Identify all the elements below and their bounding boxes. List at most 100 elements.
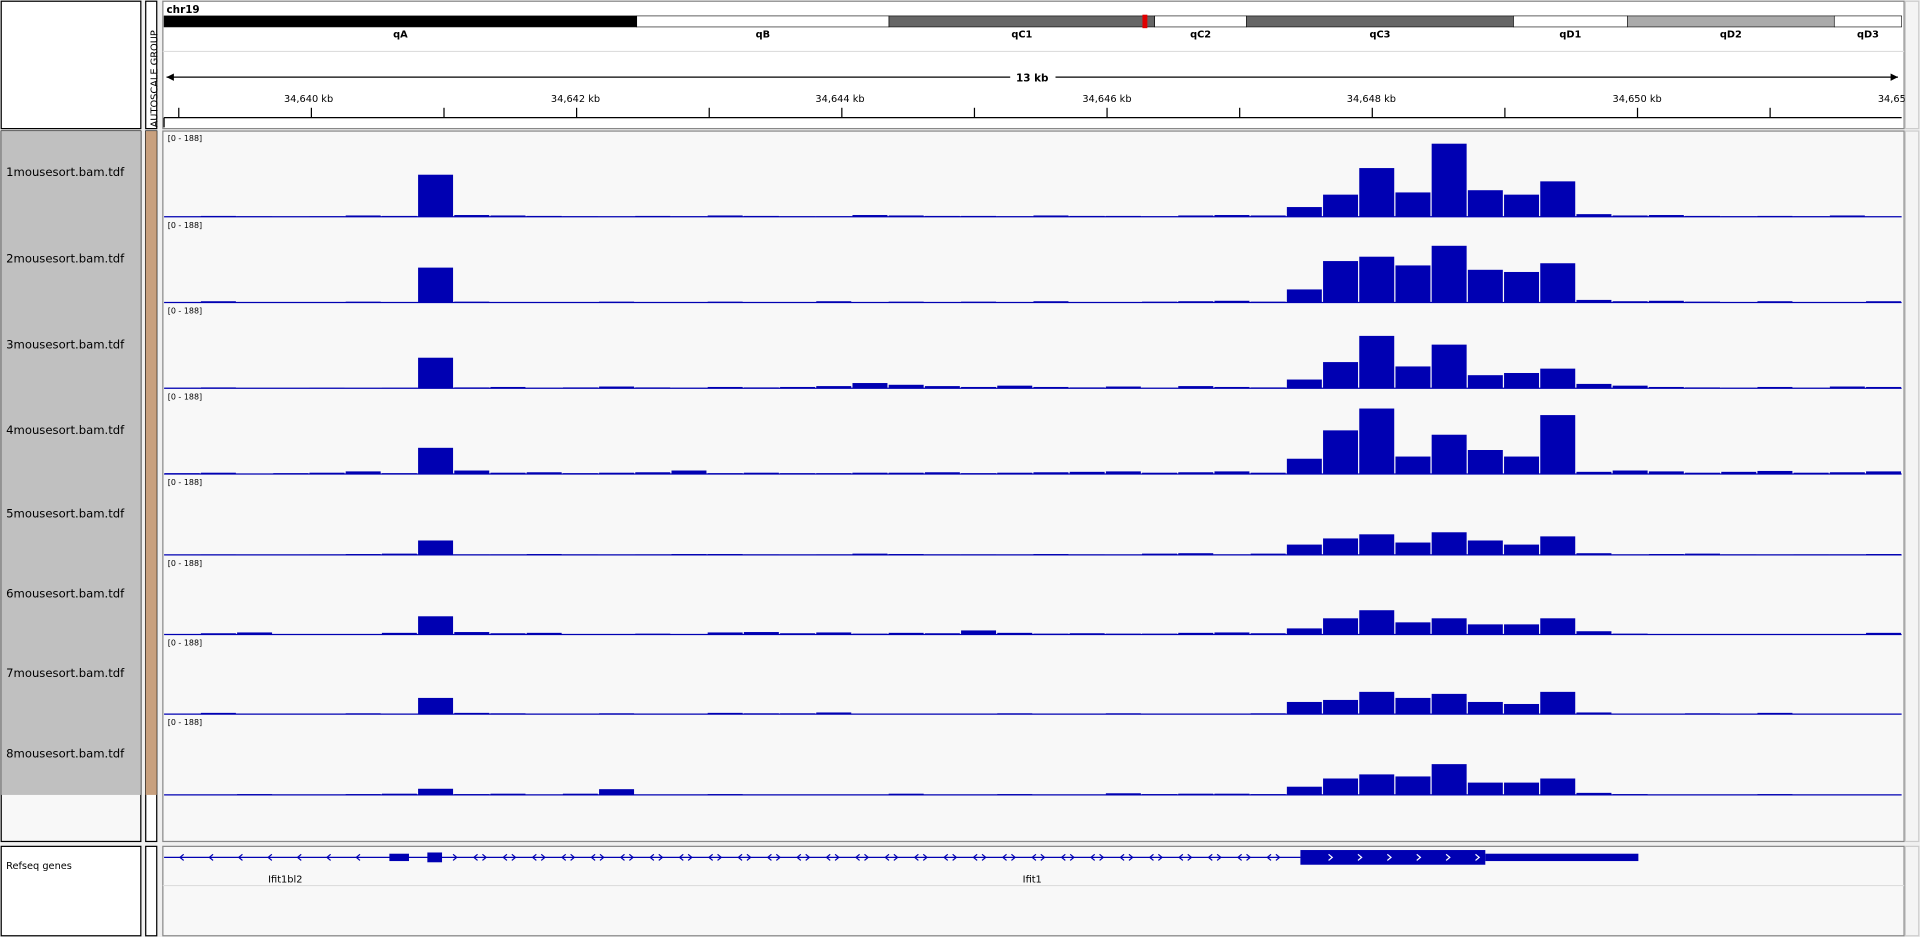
coverage-bar: [1142, 553, 1178, 555]
coverage-bar: [309, 472, 345, 475]
coverage-bar: [562, 793, 598, 795]
coverage-bar: [1721, 471, 1757, 475]
coverage-bar: [526, 632, 562, 635]
coverage-bar: [418, 447, 454, 475]
coverage-bar: [1359, 168, 1395, 217]
coverage-bar: [780, 386, 816, 389]
coverage-bar: [1395, 265, 1431, 303]
strand-arrow: [1416, 853, 1422, 861]
coverage-bar: [1178, 301, 1214, 303]
strand-arrow: [296, 853, 302, 861]
coverage-bar: [599, 386, 635, 389]
coverage-bar: [1540, 181, 1576, 217]
coverage-bar: [1323, 618, 1359, 635]
strand-arrow: [972, 853, 978, 861]
coverage-bar: [490, 472, 526, 475]
gene-label[interactable]: Ifit1: [1023, 874, 1042, 885]
coverage-bar: [599, 789, 635, 795]
coverage-bar: [1395, 192, 1431, 217]
ideogram-band: [888, 15, 1155, 28]
coverage-bar: [1178, 553, 1214, 555]
strand-arrow: [511, 853, 517, 861]
feature-attribute-panel: [145, 845, 158, 937]
coverage-bar: [1612, 215, 1648, 217]
coverage-bar: [418, 697, 454, 715]
track-name[interactable]: 5mousesort.bam.tdf: [6, 506, 125, 520]
coverage-bar: [1178, 386, 1214, 389]
data-range: [0 - 188]: [168, 478, 202, 487]
coverage-bar: [1178, 215, 1214, 217]
scrollbar[interactable]: [1904, 0, 1920, 130]
ruler: 34,640 kb 34,642 kb 34,644 kb 34,646 kb 34,6…: [163, 94, 1906, 128]
coverage-bar: [1685, 472, 1721, 475]
coverage-bar: [635, 472, 671, 475]
coverage-bar: [526, 472, 562, 475]
coverage-bar: [1323, 194, 1359, 217]
coverage-bar: [1286, 458, 1322, 475]
strand-arrow: [1060, 853, 1066, 861]
strand-arrow: [913, 853, 919, 861]
track-name[interactable]: 2mousesort.bam.tdf: [6, 252, 125, 266]
coverage-bar: [1395, 622, 1431, 635]
coverage-bar: [381, 632, 417, 635]
scrollbar[interactable]: [1904, 130, 1920, 843]
coverage-bar: [1467, 269, 1503, 303]
coverage-bar: [707, 386, 743, 389]
coverage-bar: [1214, 300, 1250, 303]
gene-exon: [1300, 850, 1486, 865]
track-name[interactable]: 7mousesort.bam.tdf: [6, 666, 125, 680]
coverage-bar: [1286, 289, 1322, 303]
coverage-bar: [1793, 472, 1829, 475]
track-name[interactable]: 8mousesort.bam.tdf: [6, 746, 125, 760]
scrollbar[interactable]: [1904, 845, 1920, 937]
autoscale-label: AUTOSCALE GROUP: [149, 30, 160, 127]
strand-arrow: [1157, 853, 1163, 861]
coverage-bar: [1757, 386, 1793, 389]
coverage-bar: [1395, 366, 1431, 389]
coverage-bar: [1648, 386, 1684, 389]
coverage-bar: [454, 632, 490, 635]
coverage-bar: [1540, 778, 1576, 795]
strand-arrow: [1386, 853, 1392, 861]
band-label: qB: [756, 29, 770, 40]
track-name[interactable]: 4mousesort.bam.tdf: [6, 423, 125, 437]
coverage-bar: [1286, 701, 1322, 715]
strand-arrow: [1119, 853, 1125, 861]
strand-arrow: [1246, 853, 1252, 861]
feature-track-name[interactable]: Refseq genes: [6, 861, 72, 872]
coverage-bar: [1866, 301, 1902, 303]
coverage-bar: [454, 215, 490, 217]
coverage-bar: [1612, 385, 1648, 389]
coverage-bar: [1648, 471, 1684, 475]
track-name[interactable]: 1mousesort.bam.tdf: [6, 165, 125, 179]
coverage-bar: [1431, 693, 1467, 715]
gene-label[interactable]: Ifit1bl2: [268, 874, 302, 885]
chromosome-name[interactable]: chr19: [167, 4, 200, 16]
ideogram[interactable]: qA qB qC1 qC2 qC3 qD1 qD2 qD3: [163, 14, 1902, 41]
coverage-bar: [1540, 618, 1576, 635]
coverage-bar: [1395, 542, 1431, 555]
coverage-bar: [1033, 386, 1069, 389]
track-name[interactable]: 6mousesort.bam.tdf: [6, 587, 125, 601]
coverage-bar: [1576, 299, 1612, 303]
coverage-bar: [1467, 540, 1503, 555]
ruler-tick-label: 34,650 kb: [1613, 94, 1662, 105]
coverage-bar: [816, 712, 852, 715]
strand-arrow: [834, 853, 840, 861]
coverage-bar: [816, 632, 852, 635]
strand-arrow: [658, 853, 664, 861]
strand-arrow: [179, 853, 185, 861]
coverage-bar: [1178, 472, 1214, 475]
coverage-bar: [888, 384, 924, 389]
attribute-color: [145, 131, 157, 795]
strand-arrow: [267, 853, 273, 861]
coverage-bar: [1178, 632, 1214, 635]
track-name[interactable]: 3mousesort.bam.tdf: [6, 337, 125, 351]
ideogram-band: [163, 15, 638, 28]
coverage-bar: [1431, 764, 1467, 795]
gene-models[interactable]: [164, 850, 1639, 865]
strand-arrow: [482, 853, 488, 861]
strand-arrow: [1275, 853, 1281, 861]
coverage-bar: [1250, 215, 1286, 217]
coverage-bar: [1069, 471, 1105, 475]
